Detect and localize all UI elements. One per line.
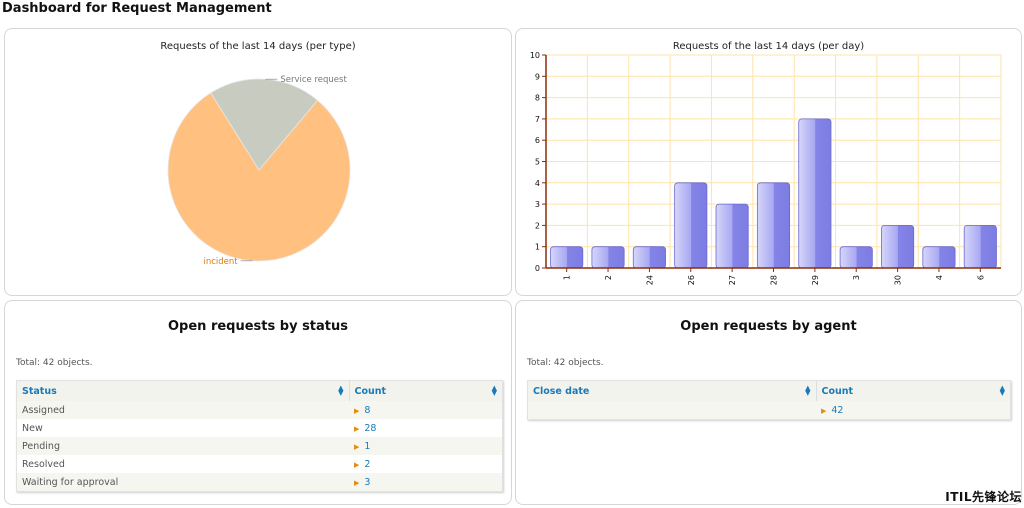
x-tick-label: 4: [935, 275, 944, 280]
x-tick-label: 30: [894, 275, 903, 285]
table-row: Waiting for approval ▶ 3: [17, 473, 502, 491]
pie-slice-service-request[interactable]: [210, 78, 319, 171]
status-column-header[interactable]: Status ▲ ▼: [17, 381, 350, 401]
count-link[interactable]: 28: [364, 422, 377, 434]
triangle-right-icon: ▶: [354, 406, 360, 415]
table-row: Assigned ▶ 8: [17, 401, 502, 419]
pie-slice-label: incident: [204, 257, 239, 267]
status-cell: Resolved: [17, 455, 349, 473]
triangle-right-icon: ▶: [354, 424, 360, 433]
status-total: Total: 42 objects.: [16, 358, 93, 368]
table-row: New ▶ 28: [17, 419, 502, 437]
sort-arrows-icon[interactable]: ▲ ▼: [491, 384, 497, 397]
count-cell[interactable]: ▶ 1: [349, 437, 502, 455]
status-table: Status ▲ ▼ Count ▲ ▼ Assigned ▶ 8 New ▶ 28: [17, 381, 502, 491]
x-tick-label: 29: [811, 275, 820, 285]
count-column-label: Count: [354, 385, 387, 397]
status-panel: Open requests by status Total: 42 object…: [4, 300, 512, 505]
triangle-right-icon: ▶: [354, 442, 360, 451]
agent-panel: Open requests by agent Total: 42 objects…: [515, 300, 1022, 505]
watermark: ITIL先锋论坛: [945, 490, 1022, 504]
bar-3[interactable]: [839, 246, 873, 269]
agent-table-wrap: Close date ▲ ▼ Count ▲ ▼ ▶ 42: [527, 380, 1011, 420]
bar-6[interactable]: [963, 224, 997, 269]
close-date-column-label: Close date: [533, 385, 590, 397]
x-tick-label: 1: [563, 275, 572, 280]
x-tick-label: 3: [852, 275, 861, 280]
close-date-cell: [528, 401, 816, 419]
count-cell[interactable]: ▶ 3: [349, 473, 502, 491]
count-cell[interactable]: ▶ 2: [349, 455, 502, 473]
y-tick-label: 2: [535, 221, 540, 230]
x-tick-label: 27: [728, 275, 737, 285]
y-tick-label: 4: [535, 179, 540, 188]
y-tick-label: 8: [535, 94, 540, 103]
bar-29[interactable]: [798, 118, 832, 269]
status-cell: Pending: [17, 437, 349, 455]
agent-total: Total: 42 objects.: [527, 358, 604, 368]
bar-27[interactable]: [715, 203, 749, 269]
table-row: ▶ 42: [528, 401, 1010, 419]
bar-chart-panel: Requests of the last 14 days (per day) 0…: [515, 28, 1022, 296]
triangle-right-icon: ▶: [821, 406, 827, 415]
table-row: Pending ▶ 1: [17, 437, 502, 455]
x-tick-label: 6: [976, 275, 985, 280]
agent-table: Close date ▲ ▼ Count ▲ ▼ ▶ 42: [528, 381, 1010, 419]
x-tick-label: 24: [645, 275, 654, 285]
status-cell: Waiting for approval: [17, 473, 349, 491]
pie-chart-panel: Requests of the last 14 days (per type) …: [4, 28, 512, 296]
pie-chart: incident Service request: [167, 75, 351, 267]
count-link[interactable]: 2: [364, 458, 371, 470]
bar-24[interactable]: [632, 246, 666, 269]
y-tick-label: 0: [535, 264, 540, 273]
y-tick-label: 9: [535, 72, 540, 81]
y-tick-label: 6: [535, 136, 540, 145]
page-title: Dashboard for Request Management: [2, 1, 272, 16]
count-column-header[interactable]: Count ▲ ▼: [349, 381, 502, 401]
triangle-right-icon: ▶: [354, 478, 360, 487]
status-section-title: Open requests by status: [167, 319, 348, 334]
bar-30[interactable]: [881, 224, 915, 269]
agent-section-title: Open requests by agent: [680, 319, 857, 334]
pie-chart-title: Requests of the last 14 days (per type): [160, 41, 356, 52]
status-table-wrap: Status ▲ ▼ Count ▲ ▼ Assigned ▶ 8 New ▶ 28: [16, 380, 503, 492]
count-link[interactable]: 3: [364, 476, 371, 488]
bar-2[interactable]: [591, 246, 625, 269]
bar-chart: 0 1 2 3 4 5 6 7 8 9 10 1 2 24 26 27 28 29 3 30 4 6: [530, 51, 1002, 285]
y-tick-label: 10: [530, 51, 540, 60]
x-tick-label: 28: [770, 275, 779, 285]
close-date-column-header[interactable]: Close date ▲ ▼: [528, 381, 817, 401]
count-cell[interactable]: ▶ 8: [349, 401, 502, 419]
sort-arrows-icon[interactable]: ▲ ▼: [999, 384, 1005, 397]
count-column-header[interactable]: Count ▲ ▼: [816, 381, 1010, 401]
table-row: Resolved ▶ 2: [17, 455, 502, 473]
bar-1[interactable]: [550, 246, 584, 269]
count-cell[interactable]: ▶ 28: [349, 419, 502, 437]
bar-4[interactable]: [922, 246, 956, 269]
count-link[interactable]: 42: [831, 404, 844, 416]
pie-slice-label: Service request: [280, 75, 347, 85]
sort-arrows-icon[interactable]: ▲ ▼: [805, 384, 811, 397]
bar-28[interactable]: [756, 182, 791, 269]
triangle-right-icon: ▶: [354, 460, 360, 469]
y-tick-label: 3: [535, 200, 540, 209]
status-cell: Assigned: [17, 401, 349, 419]
count-link[interactable]: 1: [364, 440, 371, 452]
bar-26[interactable]: [674, 182, 708, 269]
sort-arrows-icon[interactable]: ▲ ▼: [338, 384, 344, 397]
x-tick-label: 2: [604, 275, 613, 280]
count-column-label: Count: [821, 385, 854, 397]
y-tick-label: 7: [535, 115, 540, 124]
status-cell: New: [17, 419, 349, 437]
x-tick-label: 26: [687, 275, 696, 285]
y-tick-label: 1: [535, 243, 540, 252]
bar-chart-title: Requests of the last 14 days (per day): [672, 41, 865, 52]
y-tick-label: 5: [535, 158, 540, 167]
status-column-label: Status: [22, 385, 57, 397]
count-link[interactable]: 8: [364, 404, 371, 416]
count-cell[interactable]: ▶ 42: [816, 401, 1010, 419]
